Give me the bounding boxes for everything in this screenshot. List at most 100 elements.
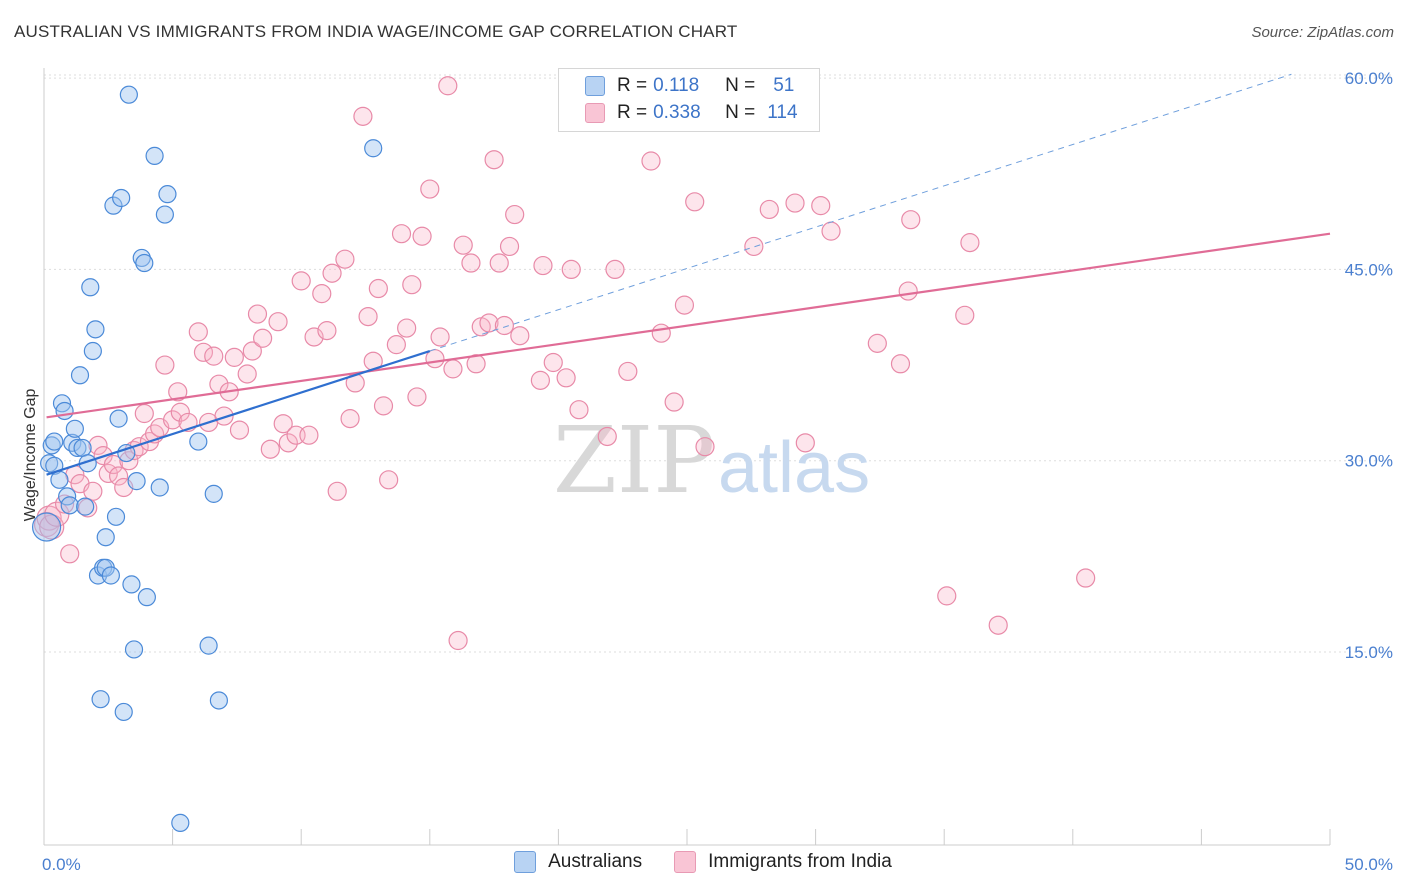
india-point bbox=[193, 342, 214, 362]
india-point bbox=[397, 318, 417, 338]
india-point bbox=[379, 470, 399, 490]
legend-item-india[interactable]: Immigrants from India bbox=[674, 851, 892, 873]
india-point bbox=[242, 341, 262, 361]
correlation-legend: R = 0.118 N = 51 R = 0.338 N = 114 bbox=[558, 68, 820, 132]
india-point bbox=[785, 193, 805, 213]
australians-point bbox=[109, 409, 128, 428]
india-point bbox=[530, 370, 550, 390]
australians-swatch bbox=[514, 851, 537, 873]
india-point bbox=[438, 76, 458, 96]
india-point bbox=[1076, 568, 1096, 588]
legend-r-value: 0.118 bbox=[653, 75, 700, 96]
australians-point bbox=[106, 507, 126, 526]
legend-row-australians: R = 0.118 N = 51 bbox=[585, 73, 794, 99]
watermark-zip: ZIP bbox=[553, 407, 715, 514]
australians-point bbox=[119, 85, 138, 104]
india-point bbox=[170, 402, 190, 422]
india-point bbox=[420, 179, 440, 199]
india-point bbox=[543, 352, 563, 373]
series-legend: Australians Immigrants from India bbox=[0, 851, 1406, 873]
australians-point bbox=[189, 432, 208, 451]
australians-point bbox=[81, 278, 100, 297]
india-point bbox=[83, 481, 103, 501]
grid-lines bbox=[44, 74, 1394, 653]
australians-point bbox=[65, 419, 84, 438]
india-point bbox=[744, 236, 764, 257]
australians-point bbox=[117, 443, 136, 463]
india-point bbox=[299, 425, 319, 445]
legend-r-label: R = bbox=[617, 75, 648, 96]
india-point bbox=[386, 335, 406, 355]
india-point bbox=[685, 192, 705, 212]
india-point bbox=[890, 354, 911, 374]
india-point bbox=[88, 435, 108, 455]
india-point bbox=[36, 505, 62, 531]
y-tick-label: 45.0% bbox=[1345, 260, 1393, 279]
india-point bbox=[268, 312, 288, 332]
india-swatch bbox=[674, 851, 697, 873]
india-point bbox=[561, 259, 581, 280]
india-point bbox=[448, 630, 468, 651]
india-point bbox=[358, 306, 378, 327]
india-point bbox=[168, 382, 188, 402]
legend-item-australians[interactable]: Australians bbox=[514, 851, 642, 873]
india-point bbox=[103, 454, 124, 475]
india-point bbox=[108, 466, 129, 486]
australians-point bbox=[209, 691, 228, 710]
australians-point bbox=[31, 512, 62, 542]
india-point bbox=[597, 426, 617, 447]
india-point bbox=[674, 295, 695, 315]
australians-point bbox=[45, 432, 64, 451]
source-credit: Source: ZipAtlas.com bbox=[1251, 24, 1394, 41]
legend-n-label: N = bbox=[725, 75, 756, 96]
india-point bbox=[759, 199, 779, 220]
india-point bbox=[402, 275, 422, 295]
australians-point bbox=[204, 484, 223, 503]
australians-point bbox=[73, 438, 92, 458]
australians-trend-extension bbox=[429, 73, 1292, 352]
australians-point bbox=[127, 472, 146, 491]
legend-swatch-blue bbox=[585, 76, 605, 96]
india-point bbox=[273, 414, 293, 434]
india-point bbox=[505, 204, 525, 225]
australians-point bbox=[155, 205, 174, 224]
australians-point bbox=[114, 702, 133, 722]
india-point bbox=[60, 544, 80, 564]
india-point bbox=[278, 433, 298, 453]
india-point bbox=[898, 281, 918, 301]
australians-point bbox=[86, 320, 105, 339]
australians-point bbox=[60, 496, 79, 515]
india-point bbox=[214, 406, 234, 426]
india-point bbox=[811, 196, 831, 216]
y-tick-label: 15.0% bbox=[1345, 643, 1393, 662]
australians-point bbox=[145, 146, 164, 165]
india-point bbox=[605, 259, 625, 280]
watermark: ZIP atlas bbox=[553, 407, 870, 514]
india-point bbox=[484, 150, 504, 170]
india-point bbox=[937, 586, 957, 606]
y-axis-label: Wage/Income Gap bbox=[22, 389, 39, 522]
india-point bbox=[237, 364, 257, 384]
india-point bbox=[821, 221, 841, 241]
india-point bbox=[867, 333, 887, 353]
india-point bbox=[291, 271, 311, 291]
australians-point bbox=[364, 139, 383, 158]
australians-point bbox=[76, 497, 95, 516]
australians-point bbox=[63, 433, 82, 452]
legend-r-value: 0.338 bbox=[653, 102, 701, 123]
india-point bbox=[479, 313, 499, 333]
tick-labels: 15.0% 30.0% 45.0% 60.0% 0.0% 50.0% bbox=[42, 69, 1393, 874]
india-point bbox=[327, 481, 347, 501]
india-point bbox=[163, 410, 183, 430]
india-point bbox=[795, 433, 815, 453]
india-point bbox=[204, 346, 224, 366]
india-point bbox=[901, 210, 921, 230]
india-point bbox=[247, 304, 268, 324]
india-point bbox=[353, 106, 373, 126]
australians-label: Australians bbox=[548, 851, 643, 872]
legend-n-label: N = bbox=[725, 102, 756, 123]
india-point bbox=[253, 328, 273, 348]
australians-trend-line bbox=[46, 349, 431, 476]
india-point bbox=[651, 323, 671, 343]
